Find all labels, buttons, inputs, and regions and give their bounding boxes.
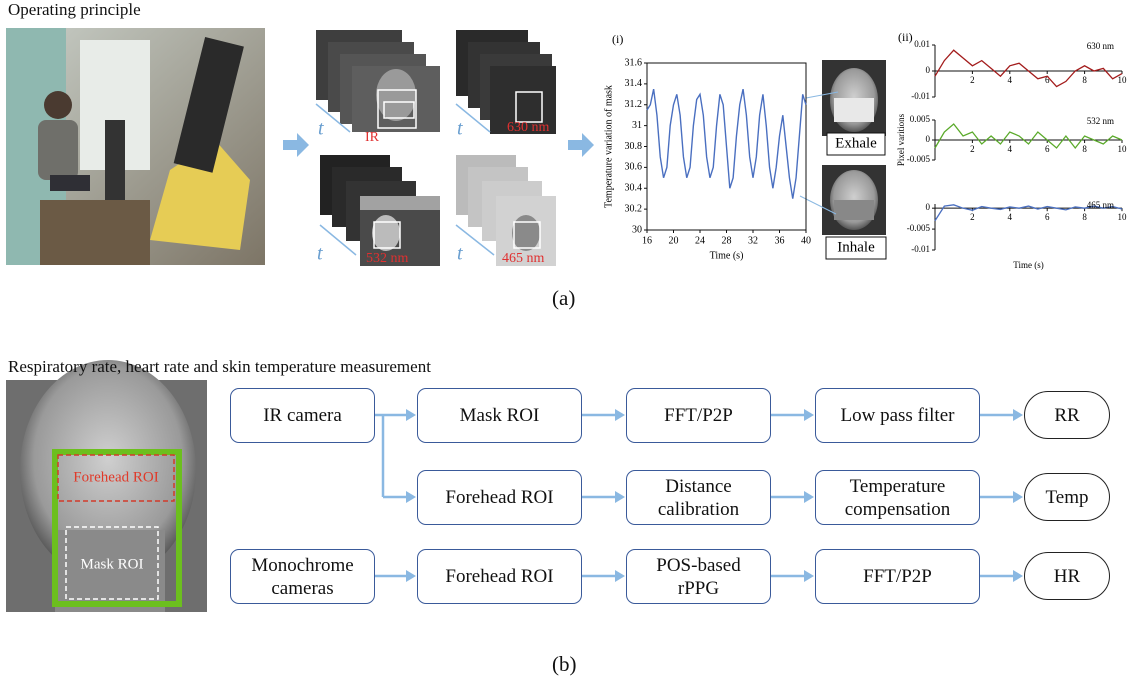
frame-stack <box>456 30 556 134</box>
y-axis-label: Pixel varitions <box>896 113 906 166</box>
x-tick-label: 24 <box>695 235 705 246</box>
thermal-label: Inhale <box>837 239 875 255</box>
x-tick-label: 16 <box>642 235 652 246</box>
frame-stack <box>320 155 440 266</box>
x-tick-label: 40 <box>801 235 811 246</box>
x-tick-label: 20 <box>669 235 679 246</box>
page: { "panel_a": { "heading": "Operating pri… <box>0 0 1129 686</box>
y-tick-label: -0.005 <box>907 223 931 233</box>
panel-heading: Respiratory rate, heart rate and skin te… <box>8 357 431 377</box>
y-tick-label: 31 <box>632 120 642 131</box>
panel-label: (i) <box>612 32 623 46</box>
y-tick-label: 0 <box>926 65 931 75</box>
y-tick-label: -0.005 <box>907 154 931 164</box>
flow-box: Forehead ROI <box>417 549 582 604</box>
panel-label: (b) <box>552 652 577 677</box>
flow-box: Distance calibration <box>626 470 771 525</box>
frame-label: 465 nm <box>502 251 545 266</box>
x-tick-label: 4 <box>1008 75 1013 85</box>
y-tick-label: 0 <box>926 134 931 144</box>
x-axis-label: Time (s) <box>1013 260 1043 270</box>
y-tick-label: 31.2 <box>625 99 643 110</box>
y-tick-label: 0 <box>926 202 931 212</box>
y-axis-label: Temperature variation of mask <box>603 85 614 208</box>
x-tick-label: 4 <box>1008 212 1013 222</box>
x-tick-label: 2 <box>970 144 975 154</box>
flow-box: FFT/P2P <box>815 549 980 604</box>
x-axis-label: Time (s) <box>710 250 744 261</box>
flow-box: POS-based rPPG <box>626 549 771 604</box>
y-tick-label: 30 <box>632 224 642 235</box>
x-tick-label: 4 <box>1008 144 1013 154</box>
series-label: 630 nm <box>1087 41 1114 51</box>
thermal-label: Exhale <box>835 135 877 151</box>
time-symbol: t <box>317 243 323 265</box>
frame-label: 630 nm <box>507 120 550 135</box>
series-label: 465 nm <box>1087 200 1114 210</box>
flow-box: Mask ROI <box>417 388 582 443</box>
y-tick-label: 31.6 <box>625 57 643 68</box>
flow-box: Temperature compensation <box>815 470 980 525</box>
frame-stack <box>316 30 440 132</box>
y-tick-label: 30.2 <box>625 203 643 214</box>
face-image <box>6 360 207 612</box>
x-tick-label: 36 <box>775 235 785 246</box>
x-tick-label: 6 <box>1045 212 1050 222</box>
y-tick-label: 30.4 <box>625 183 643 194</box>
output-box: RR <box>1024 391 1110 439</box>
x-tick-label: 32 <box>748 235 758 246</box>
y-tick-label: 0.005 <box>910 114 931 124</box>
y-tick-label: -0.01 <box>911 91 930 101</box>
x-tick-label: 8 <box>1082 75 1087 85</box>
roi-label: Forehead ROI <box>73 469 158 485</box>
y-tick-label: 0.01 <box>914 39 930 49</box>
flow-box: Low pass filter <box>815 388 980 443</box>
y-tick-label: -0.01 <box>911 244 930 254</box>
output-box: Temp <box>1024 473 1110 521</box>
flow-box: Monochrome cameras <box>230 549 375 604</box>
time-symbol: t <box>457 243 463 265</box>
panel-label: (ii) <box>898 30 913 44</box>
x-tick-label: 10 <box>1118 144 1128 154</box>
roi-label: Mask ROI <box>81 556 144 572</box>
arrow <box>283 133 594 157</box>
x-tick-label: 8 <box>1082 144 1087 154</box>
x-tick-label: 2 <box>970 75 975 85</box>
frame-label: 532 nm <box>366 251 409 266</box>
y-tick-label: 30.8 <box>625 141 643 152</box>
data-line <box>935 124 1122 148</box>
y-tick-label: 31.4 <box>625 78 643 89</box>
data-line <box>647 89 806 199</box>
flow-box: IR camera <box>230 388 375 443</box>
output-box: HR <box>1024 552 1110 600</box>
x-tick-label: 6 <box>1045 144 1050 154</box>
series-label: 532 nm <box>1087 116 1114 126</box>
data-line <box>935 50 1122 86</box>
x-tick-label: 2 <box>970 212 975 222</box>
x-tick-label: 28 <box>722 235 732 246</box>
flow-box: Forehead ROI <box>417 470 582 525</box>
time-symbol: t <box>318 118 324 140</box>
flow-box: FFT/P2P <box>626 388 771 443</box>
x-tick-label: 10 <box>1118 75 1128 85</box>
frame-stack <box>456 155 556 266</box>
x-tick-label: 8 <box>1082 212 1087 222</box>
frame-label: IR <box>365 130 380 145</box>
photo <box>6 28 265 265</box>
y-tick-label: 30.6 <box>625 162 643 173</box>
time-symbol: t <box>457 118 463 140</box>
x-tick-label: 10 <box>1118 212 1128 222</box>
